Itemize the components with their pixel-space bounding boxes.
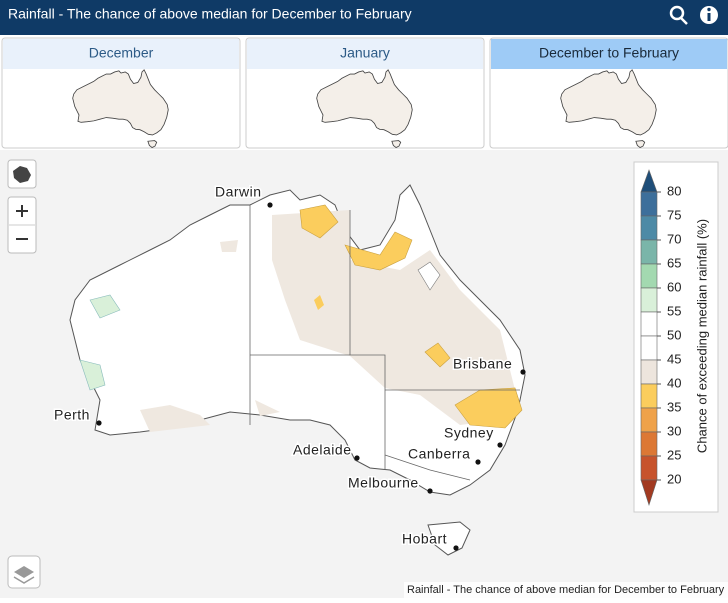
legend-band	[640, 239, 658, 265]
city-label: Melbourne	[348, 475, 419, 491]
zoom-controls	[7, 159, 37, 254]
legend-band	[640, 311, 658, 337]
city-label: Canberra	[408, 446, 470, 462]
legend-tick-label: 20	[667, 471, 681, 486]
city-label: Darwin	[215, 184, 262, 200]
legend: 80 75 70 65 60 55 50 45 40 35 30 25 20	[640, 169, 681, 506]
legend-tick-label: 35	[667, 399, 681, 414]
legend-tick-label: 75	[667, 207, 681, 222]
city-dot	[354, 455, 360, 461]
legend-band	[640, 431, 658, 457]
legend-band	[640, 263, 658, 289]
tab-label[interactable]: January	[340, 45, 390, 61]
tab-header[interactable]	[3, 39, 239, 69]
attribution-bg	[404, 582, 728, 598]
city-label: Sydney	[444, 425, 494, 441]
legend-band	[640, 455, 658, 481]
city-dot	[497, 442, 503, 448]
city-layer: Darwin Brisbane Perth Sydney Adelaide Canberr…	[53, 182, 526, 551]
legend-tick-label: 65	[667, 255, 681, 270]
legend-tick-label: 50	[667, 327, 681, 342]
legend-band	[640, 359, 658, 385]
legend-tick-label: 40	[667, 375, 681, 390]
legend-band	[640, 335, 658, 361]
city-dot	[267, 202, 273, 208]
legend-tick-label: 45	[667, 351, 681, 366]
tab-row: December January December to February	[1, 37, 728, 149]
zoom-in[interactable]	[16, 205, 28, 217]
legend-title: Chance of exceeding median rainfall (%)	[694, 219, 709, 453]
tab-header[interactable]	[491, 39, 727, 69]
legend-tick-label: 70	[667, 231, 681, 246]
city-label: Brisbane	[453, 356, 512, 372]
tab-label[interactable]: December to February	[539, 45, 679, 61]
legend-tick-label: 60	[667, 279, 681, 294]
header-bar	[0, 0, 728, 35]
legend-band	[640, 191, 658, 217]
tab-header[interactable]	[247, 39, 483, 69]
legend-tick-label: 25	[667, 447, 681, 462]
legend-tick-label: 80	[667, 183, 681, 198]
city-dot	[96, 420, 102, 426]
info-icon[interactable]	[700, 6, 718, 24]
city-label: Perth	[54, 407, 90, 423]
legend-tick-label: 30	[667, 423, 681, 438]
city-label: Adelaide	[293, 442, 352, 458]
attribution: Rainfall - The chance of above median fo…	[407, 584, 725, 596]
city-dot	[475, 459, 481, 465]
legend-tick-label: 55	[667, 303, 681, 318]
legend-arrow-bottom	[640, 479, 658, 506]
city-label: Hobart	[402, 531, 447, 547]
city-dot	[427, 488, 433, 494]
layers-button[interactable]	[7, 555, 41, 589]
city-dot	[520, 369, 526, 375]
legend-band	[640, 383, 658, 409]
state-borders	[249, 205, 520, 481]
search-icon[interactable]	[669, 5, 688, 25]
legend-band	[640, 215, 658, 241]
legend-band	[640, 287, 658, 313]
legend-band	[640, 407, 658, 433]
header-title: Rainfall - The chance of above median fo…	[8, 6, 412, 22]
tab-label[interactable]: December	[89, 45, 154, 61]
city-dot	[453, 545, 459, 551]
